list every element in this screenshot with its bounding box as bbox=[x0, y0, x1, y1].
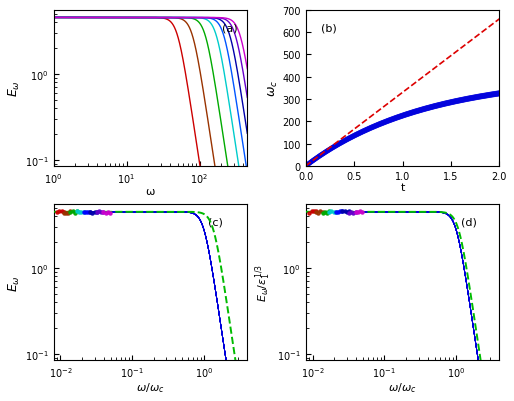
Point bbox=[319, 210, 327, 216]
Point bbox=[305, 210, 314, 217]
Y-axis label: $\omega_c$: $\omega_c$ bbox=[266, 80, 280, 97]
Text: (d): (d) bbox=[461, 217, 476, 227]
Point bbox=[56, 208, 64, 215]
Point bbox=[338, 208, 346, 215]
Point bbox=[68, 209, 77, 215]
Point bbox=[88, 210, 97, 216]
Point bbox=[319, 209, 327, 216]
X-axis label: $\omega/\omega_c$: $\omega/\omega_c$ bbox=[388, 380, 417, 394]
Point bbox=[354, 210, 362, 216]
Point bbox=[345, 208, 353, 215]
Point bbox=[64, 210, 72, 217]
Point bbox=[102, 210, 110, 217]
Point bbox=[314, 210, 322, 217]
Point bbox=[66, 209, 75, 215]
Text: (b): (b) bbox=[321, 23, 337, 33]
Point bbox=[321, 209, 329, 215]
X-axis label: t: t bbox=[400, 183, 405, 192]
Point bbox=[86, 209, 95, 215]
Point bbox=[86, 209, 95, 216]
Point bbox=[341, 208, 349, 215]
Point bbox=[93, 209, 101, 216]
Point bbox=[99, 209, 107, 215]
Text: (a): (a) bbox=[222, 23, 237, 33]
Point bbox=[345, 210, 353, 217]
Point bbox=[347, 210, 355, 216]
X-axis label: $\omega/\omega_c$: $\omega/\omega_c$ bbox=[136, 380, 164, 394]
Point bbox=[325, 208, 333, 215]
Point bbox=[97, 210, 105, 216]
Point bbox=[84, 209, 92, 216]
Point bbox=[60, 209, 68, 215]
Point bbox=[356, 208, 364, 215]
Point bbox=[104, 209, 112, 215]
Point bbox=[334, 210, 342, 216]
Point bbox=[352, 209, 360, 216]
Point bbox=[62, 210, 70, 216]
Point bbox=[332, 209, 340, 215]
Point bbox=[332, 209, 340, 215]
Point bbox=[60, 210, 68, 216]
Point bbox=[82, 209, 90, 215]
Y-axis label: $E_\omega/\varepsilon_1^{1/3}$: $E_\omega/\varepsilon_1^{1/3}$ bbox=[254, 263, 274, 302]
Point bbox=[71, 210, 79, 217]
Point bbox=[66, 208, 75, 215]
Text: (c): (c) bbox=[209, 217, 223, 227]
Point bbox=[307, 208, 316, 215]
Point bbox=[316, 209, 324, 215]
Y-axis label: $E_\omega$: $E_\omega$ bbox=[7, 80, 22, 97]
Point bbox=[73, 208, 81, 215]
Point bbox=[95, 209, 103, 215]
Point bbox=[312, 209, 320, 216]
Point bbox=[75, 210, 83, 216]
Point bbox=[327, 209, 336, 215]
X-axis label: ω: ω bbox=[145, 186, 155, 196]
Y-axis label: $E_\omega$: $E_\omega$ bbox=[7, 274, 22, 291]
Point bbox=[312, 209, 320, 215]
Point bbox=[309, 208, 318, 215]
Point bbox=[77, 210, 85, 216]
Point bbox=[80, 209, 88, 216]
Point bbox=[343, 209, 351, 215]
Point bbox=[338, 209, 346, 215]
Point bbox=[358, 209, 366, 216]
Point bbox=[323, 210, 331, 217]
Point bbox=[336, 208, 344, 215]
Point bbox=[58, 209, 66, 215]
Point bbox=[53, 209, 61, 216]
Point bbox=[99, 209, 107, 215]
Point bbox=[73, 208, 81, 215]
Point bbox=[325, 210, 333, 216]
Point bbox=[352, 209, 360, 216]
Point bbox=[106, 210, 114, 216]
Point bbox=[350, 210, 358, 217]
Point bbox=[80, 210, 88, 216]
Point bbox=[93, 209, 101, 216]
Point bbox=[329, 209, 338, 216]
Point bbox=[90, 209, 99, 216]
